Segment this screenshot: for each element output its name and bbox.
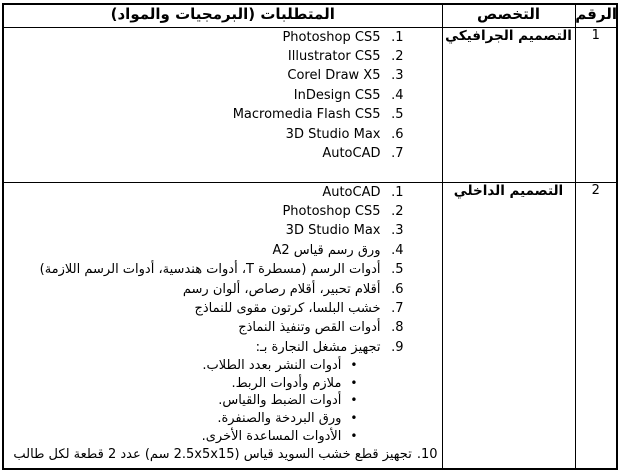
header-specialization: التخصص xyxy=(441,3,576,28)
bullet-icon: • xyxy=(350,410,358,425)
list-item-text: تجهيز مشغل النجارة بـ: xyxy=(255,339,381,355)
list-item-text: AutoCAD xyxy=(322,145,381,161)
list-item: 2. Illustrator CS5 xyxy=(4,47,441,66)
list-item-marker: 7. xyxy=(391,300,404,316)
list-item: 1. AutoCAD xyxy=(4,183,441,202)
list-item-text: 3D Studio Max xyxy=(285,126,381,142)
bullet-item-text: ملازم وأدوات الربط. xyxy=(231,375,342,391)
requirements-table: الرقم التخصص المتطلبات (البرمجيات والموا… xyxy=(2,3,618,470)
list-item-text: AutoCAD xyxy=(322,184,381,200)
bullet-item-text: أدوات الضبط والقياس. xyxy=(218,393,342,409)
bullet-list-item: • الأدوات المساعدة الأخرى. xyxy=(4,428,441,446)
list-item-text: خشب البلسا، كرتون مقوى للنماذج xyxy=(194,300,381,316)
list-item-marker: 7. xyxy=(391,145,404,161)
row-number: 2 xyxy=(574,181,618,470)
list-item-marker: 9. xyxy=(391,339,404,355)
list-item-text: تجهيز قطع خشب السويد قياس (2.5x5x15 سم) … xyxy=(13,447,412,463)
list-item: 7. خشب البلسا، كرتون مقوى للنماذج xyxy=(4,299,441,318)
bullet-icon: • xyxy=(350,428,358,443)
list-item-marker: 4. xyxy=(391,242,404,258)
list-item: 2. Photoshop CS5 xyxy=(4,202,441,221)
list-item-marker: 3. xyxy=(391,68,404,84)
list-item-text: 3D Studio Max xyxy=(285,223,381,239)
bullet-list-item: • ورق البردخة والصنفرة. xyxy=(4,410,441,428)
table-row-graphic-design: 1 التصميم الجرافيكي 1. Photoshop CS5 2. … xyxy=(2,26,618,183)
list-item-text: Corel Draw X5 xyxy=(287,68,381,84)
list-item-marker: 4. xyxy=(391,87,404,103)
list-item: 4. InDesign CS5 xyxy=(4,86,441,105)
list-item-text: InDesign CS5 xyxy=(293,87,381,103)
list-item-marker: 6. xyxy=(391,126,404,142)
list-item: 6. أقلام تحبير، أقلام رصاص، ألوان رسم xyxy=(4,280,441,299)
list-item-marker: 5. xyxy=(391,107,404,123)
list-item-text: أدوات الرسم (مسطرة T، أدوات هندسية، أدوا… xyxy=(39,262,381,278)
table-row-interior-design: 2 التصميم الداخلي 1. AutoCAD 2. Photosho… xyxy=(2,181,618,470)
table-header-row: الرقم التخصص المتطلبات (البرمجيات والموا… xyxy=(2,3,618,28)
header-number: الرقم xyxy=(574,3,618,28)
bullet-icon: • xyxy=(350,358,358,373)
list-item: 7. AutoCAD xyxy=(4,144,441,163)
row-number: 1 xyxy=(574,26,618,183)
list-item: 3. 3D Studio Max xyxy=(4,221,441,240)
header-requirements: المتطلبات (البرمجيات والمواد) xyxy=(2,3,443,28)
bullet-item-text: الأدوات المساعدة الأخرى. xyxy=(201,428,342,444)
list-item: 3. Corel Draw X5 xyxy=(4,66,441,85)
list-item-marker: 2. xyxy=(391,48,404,64)
list-item-marker: 3. xyxy=(391,223,404,239)
list-item-marker: 10. xyxy=(416,447,438,463)
list-item: 4. ورق رسم قياس A2 xyxy=(4,241,441,260)
requirements-list-cell: 1. AutoCAD 2. Photoshop CS5 3. 3D Studio… xyxy=(2,181,443,470)
list-item-text: Illustrator CS5 xyxy=(287,48,381,64)
bullet-list-item: • ملازم وأدوات الربط. xyxy=(4,375,441,393)
list-item: 5. أدوات الرسم (مسطرة T، أدوات هندسية، أ… xyxy=(4,260,441,279)
specialization-value: التصميم الجرافيكي xyxy=(441,26,576,183)
list-item-text: ورق رسم قياس A2 xyxy=(272,242,381,258)
list-item: 6. 3D Studio Max xyxy=(4,125,441,144)
list-item-marker: 2. xyxy=(391,203,404,219)
bullet-list-item: • أدوات الضبط والقياس. xyxy=(4,392,441,410)
list-item-marker: 5. xyxy=(391,262,404,278)
list-item-text: أدوات القص وتنفيذ النماذج xyxy=(238,320,381,336)
list-item-marker: 8. xyxy=(391,320,404,336)
list-item-text: أقلام تحبير، أقلام رصاص، ألوان رسم xyxy=(182,281,381,297)
list-item-marker: 1. xyxy=(391,29,404,45)
list-item-text: Macromedia Flash CS5 xyxy=(232,107,381,123)
list-item-text: Photoshop CS5 xyxy=(282,29,381,45)
list-item-marker: 1. xyxy=(391,184,404,200)
list-item: 1. Photoshop CS5 xyxy=(4,28,441,47)
list-item-text: Photoshop CS5 xyxy=(282,203,381,219)
specialization-value: التصميم الداخلي xyxy=(441,181,576,470)
bullet-icon: • xyxy=(350,393,358,408)
list-item: 5. Macromedia Flash CS5 xyxy=(4,105,441,124)
requirements-list-cell: 1. Photoshop CS5 2. Illustrator CS5 3. C… xyxy=(2,26,443,183)
bullet-list-item: • أدوات النشر بعدد الطلاب. xyxy=(4,357,441,375)
list-item-final: 10. تجهيز قطع خشب السويد قياس (2.5x5x15 … xyxy=(4,445,441,465)
bullet-item-text: أدوات النشر بعدد الطلاب. xyxy=(202,358,342,374)
bullet-item-text: ورق البردخة والصنفرة. xyxy=(217,410,342,426)
list-item: 9. تجهيز مشغل النجارة بـ: xyxy=(4,338,441,357)
list-item-marker: 6. xyxy=(391,281,404,297)
list-item: 8. أدوات القص وتنفيذ النماذج xyxy=(4,318,441,337)
bullet-icon: • xyxy=(350,375,358,390)
